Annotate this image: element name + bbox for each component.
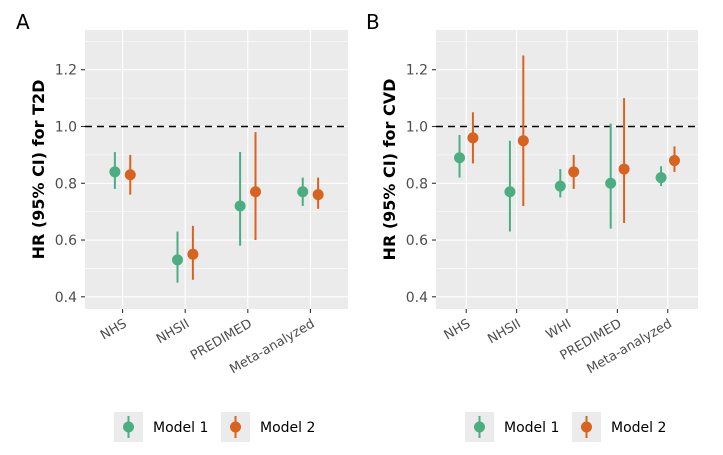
data-point — [568, 166, 580, 178]
y-tick-label: 0.8 — [406, 176, 428, 192]
legend: Model 1 Model 2 — [114, 412, 315, 442]
y-axis-title: HR (95% CI) for CVD — [380, 79, 399, 261]
data-point — [668, 155, 680, 167]
legend-entry: Model 1 — [114, 412, 208, 442]
data-point — [517, 135, 529, 147]
series-model-2 — [467, 55, 680, 224]
y-tick-label: 0.4 — [406, 290, 428, 306]
panel-tag: B — [366, 10, 380, 34]
data-point — [187, 248, 199, 260]
series-model-2 — [124, 132, 324, 280]
y-tick-label: 1.2 — [55, 63, 77, 79]
series-model-1 — [109, 152, 309, 283]
legend: Model 1 Model 2 — [465, 412, 666, 442]
series-model-1 — [454, 123, 667, 232]
y-tick-label: 0.6 — [406, 233, 428, 249]
x-tick-label: WHI — [544, 316, 574, 342]
x-tick-label: NHSII — [485, 316, 523, 347]
legend-entry: Model 2 — [572, 412, 666, 442]
y-tick-label: 1.0 — [406, 120, 428, 136]
legend-label: Model 2 — [611, 420, 666, 436]
data-point — [605, 177, 617, 189]
data-point — [234, 200, 246, 212]
data-point — [655, 172, 667, 184]
data-point — [297, 186, 309, 198]
data-point — [124, 169, 136, 181]
legend-entry: Model 2 — [221, 412, 315, 442]
plot-background — [85, 30, 348, 309]
legend-label: Model 2 — [260, 420, 315, 436]
legend-point-icon — [230, 421, 241, 433]
data-point — [312, 189, 324, 201]
legend-label: Model 1 — [504, 420, 559, 436]
legend-point-icon — [581, 421, 592, 433]
x-tick-label: Meta-analyzed — [585, 316, 675, 377]
y-tick-label: 0.8 — [55, 176, 77, 192]
legend-label: Model 1 — [153, 420, 208, 436]
legend-point-icon — [123, 421, 134, 433]
data-point — [454, 152, 466, 164]
data-point — [504, 186, 516, 198]
y-tick-label: 0.4 — [55, 290, 77, 306]
y-axis-title: HR (95% CI) for T2D — [29, 80, 48, 260]
data-point — [109, 166, 121, 178]
x-tick-label: NHS — [442, 316, 474, 343]
legend-entry: Model 1 — [465, 412, 559, 442]
data-point — [250, 186, 262, 198]
panel-tag: A — [16, 10, 30, 34]
data-point — [618, 163, 630, 175]
y-tick-label: 1.0 — [55, 120, 77, 136]
legend-point-icon — [474, 421, 485, 433]
y-tick-label: 1.2 — [406, 63, 428, 79]
data-point — [467, 132, 479, 144]
data-point — [171, 254, 183, 266]
data-point — [554, 180, 566, 192]
x-tick-label: NHSII — [154, 316, 192, 347]
y-tick-label: 0.6 — [55, 233, 77, 249]
x-tick-label: NHS — [98, 316, 130, 343]
